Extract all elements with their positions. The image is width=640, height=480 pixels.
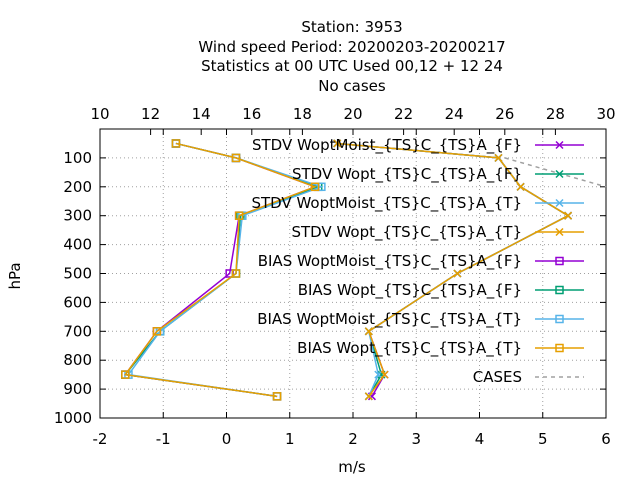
legend-label: STDV WoptMoist_{TS}C_{TS}A_{F}	[252, 136, 522, 155]
data-point	[453, 269, 462, 278]
legend-marker	[555, 169, 564, 179]
x2-tick-label: 20	[343, 105, 362, 123]
legend-entry: BIAS Wopt_{TS}C_{TS}A_{F}	[298, 281, 584, 300]
x-tick-label: 0	[222, 430, 232, 448]
data-point	[272, 392, 282, 401]
data-point	[310, 182, 320, 192]
x2-tick-label: 28	[546, 105, 565, 123]
y-tick-label: 900	[63, 380, 92, 398]
data-point	[564, 211, 573, 220]
chart-title: Station: 3953 Wind speed Period: 2020020…	[198, 18, 505, 95]
x2-tick-label: 16	[242, 105, 261, 123]
x-tick-label: 2	[348, 430, 358, 448]
y-tick-label: 100	[63, 149, 92, 167]
legend: STDV WoptMoist_{TS}C_{TS}A_{F} STDV Wopt_…	[251, 136, 584, 386]
series-3	[333, 139, 573, 401]
series-group	[121, 139, 607, 401]
legend-label: STDV Wopt_{TS}C_{TS}A_{T}	[291, 223, 522, 242]
x-tick-label: 6	[601, 430, 611, 448]
legend-label: BIAS WoptMoist_{TS}C_{TS}A_{T}	[257, 310, 522, 329]
y-tick-label: 400	[63, 236, 92, 254]
x2-tick-label: 12	[141, 105, 160, 123]
x2-tick-label: 14	[192, 105, 211, 123]
legend-label: BIAS WoptMoist_{TS}C_{TS}A_{F}	[258, 252, 522, 271]
legend-marker	[555, 314, 564, 324]
legend-entry: STDV WoptMoist_{TS}C_{TS}A_{T}	[251, 194, 584, 213]
data-point	[234, 211, 244, 220]
data-point	[364, 327, 373, 336]
legend-entry: STDV Wopt_{TS}C_{TS}A_{F}	[292, 165, 584, 184]
x2-tick-label: 10	[90, 105, 109, 123]
y-tick-label: 200	[63, 178, 92, 196]
series-line	[337, 142, 570, 397]
legend-marker	[555, 227, 564, 237]
legend-marker	[555, 343, 564, 353]
legend-entry: STDV WoptMoist_{TS}C_{TS}A_{F}	[252, 136, 584, 155]
x2-tick-label: 24	[445, 105, 464, 123]
x-tick-label: 3	[411, 430, 421, 448]
data-point	[121, 370, 130, 379]
legend-entry: BIAS Wopt_{TS}C_{TS}A_{T}	[297, 339, 584, 358]
legend-label: BIAS Wopt_{TS}C_{TS}A_{F}	[298, 281, 522, 300]
data-point	[231, 269, 241, 278]
x-tick-label: 4	[475, 430, 485, 448]
title-line-station: Station: 3953	[301, 18, 402, 36]
axes: -2 -1 0 1 2 3 4 5 610 12 14 16 18 20 22 24 26 28 301002003…	[54, 105, 616, 448]
legend-marker	[555, 198, 564, 208]
y-tick-label: 800	[63, 351, 92, 369]
y-axis-label: hPa	[6, 262, 24, 289]
data-point	[152, 327, 162, 336]
y-tick-label: 1000	[54, 409, 92, 427]
x2-tick-label: 30	[596, 105, 615, 123]
title-line-period: Wind speed Period: 20200203-20200217	[198, 38, 505, 56]
x-axis-label: m/s	[338, 458, 366, 476]
x-tick-label: 1	[285, 430, 295, 448]
title-line-cases: No cases	[318, 77, 386, 95]
legend-entry: BIAS WoptMoist_{TS}C_{TS}A_{F}	[258, 252, 584, 271]
cases-series-line	[504, 157, 607, 188]
legend-label: CASES	[473, 368, 522, 386]
series-line	[123, 142, 318, 398]
title-line-statistics: Statistics at 00 UTC Used 00,12 + 12 24	[201, 57, 503, 75]
x2-tick-label: 18	[293, 105, 312, 123]
data-point	[231, 153, 241, 163]
x2-tick-label: 22	[394, 105, 413, 123]
series-7	[121, 139, 320, 401]
legend-entry: BIAS WoptMoist_{TS}C_{TS}A_{T}	[257, 310, 584, 329]
legend-label: STDV Wopt_{TS}C_{TS}A_{F}	[292, 165, 522, 184]
legend-label: STDV WoptMoist_{TS}C_{TS}A_{T}	[251, 194, 522, 213]
grid	[100, 129, 606, 418]
legend-marker	[555, 285, 564, 295]
y-tick-label: 300	[63, 207, 92, 225]
legend-marker	[555, 140, 564, 150]
data-point	[333, 139, 342, 148]
x-tick-label: -1	[156, 430, 171, 448]
data-point	[171, 139, 181, 148]
y-tick-label: 500	[63, 265, 92, 283]
y-tick-label: 600	[63, 293, 92, 311]
x-tick-label: -2	[93, 430, 108, 448]
data-point	[494, 153, 503, 162]
legend-entry: STDV Wopt_{TS}C_{TS}A_{T}	[291, 223, 584, 242]
data-point	[516, 182, 525, 191]
x2-tick-label: 26	[495, 105, 514, 123]
legend-entry: CASES	[473, 368, 584, 386]
legend-label: BIAS Wopt_{TS}C_{TS}A_{T}	[297, 339, 522, 358]
data-point	[374, 370, 383, 379]
x-tick-label: 5	[538, 430, 548, 448]
y-tick-label: 700	[63, 322, 92, 340]
legend-marker	[555, 256, 564, 266]
data-point	[380, 370, 389, 379]
data-point	[364, 392, 373, 401]
